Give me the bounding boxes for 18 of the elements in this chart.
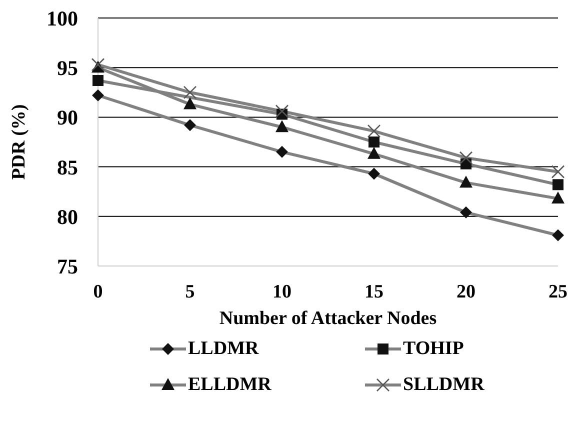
x-tick-label: 0 bbox=[93, 281, 103, 302]
y-tick-label: 90 bbox=[57, 106, 78, 130]
x-tick-label: 20 bbox=[456, 281, 476, 302]
y-tick-label: 95 bbox=[57, 56, 78, 80]
legend-label: TOHIP bbox=[403, 338, 464, 360]
y-tick-label: 85 bbox=[57, 155, 78, 180]
legend-label: ELLDMR bbox=[188, 374, 272, 396]
x-tick-label: 10 bbox=[272, 281, 292, 302]
y-tick-label: 80 bbox=[57, 204, 78, 229]
y-axis-title: PDR (%) bbox=[8, 104, 30, 180]
x-axis-title: Number of Attacker Nodes bbox=[219, 308, 437, 329]
x-tick-label: 25 bbox=[548, 281, 568, 302]
legend-label: LLDMR bbox=[188, 338, 259, 360]
x-tick-label: 5 bbox=[185, 281, 195, 302]
y-tick-label: 100 bbox=[46, 6, 78, 30]
y-tick-label: 75 bbox=[57, 254, 78, 278]
x-tick-label: 15 bbox=[364, 281, 384, 302]
legend-label: SLLDMR bbox=[403, 374, 484, 396]
